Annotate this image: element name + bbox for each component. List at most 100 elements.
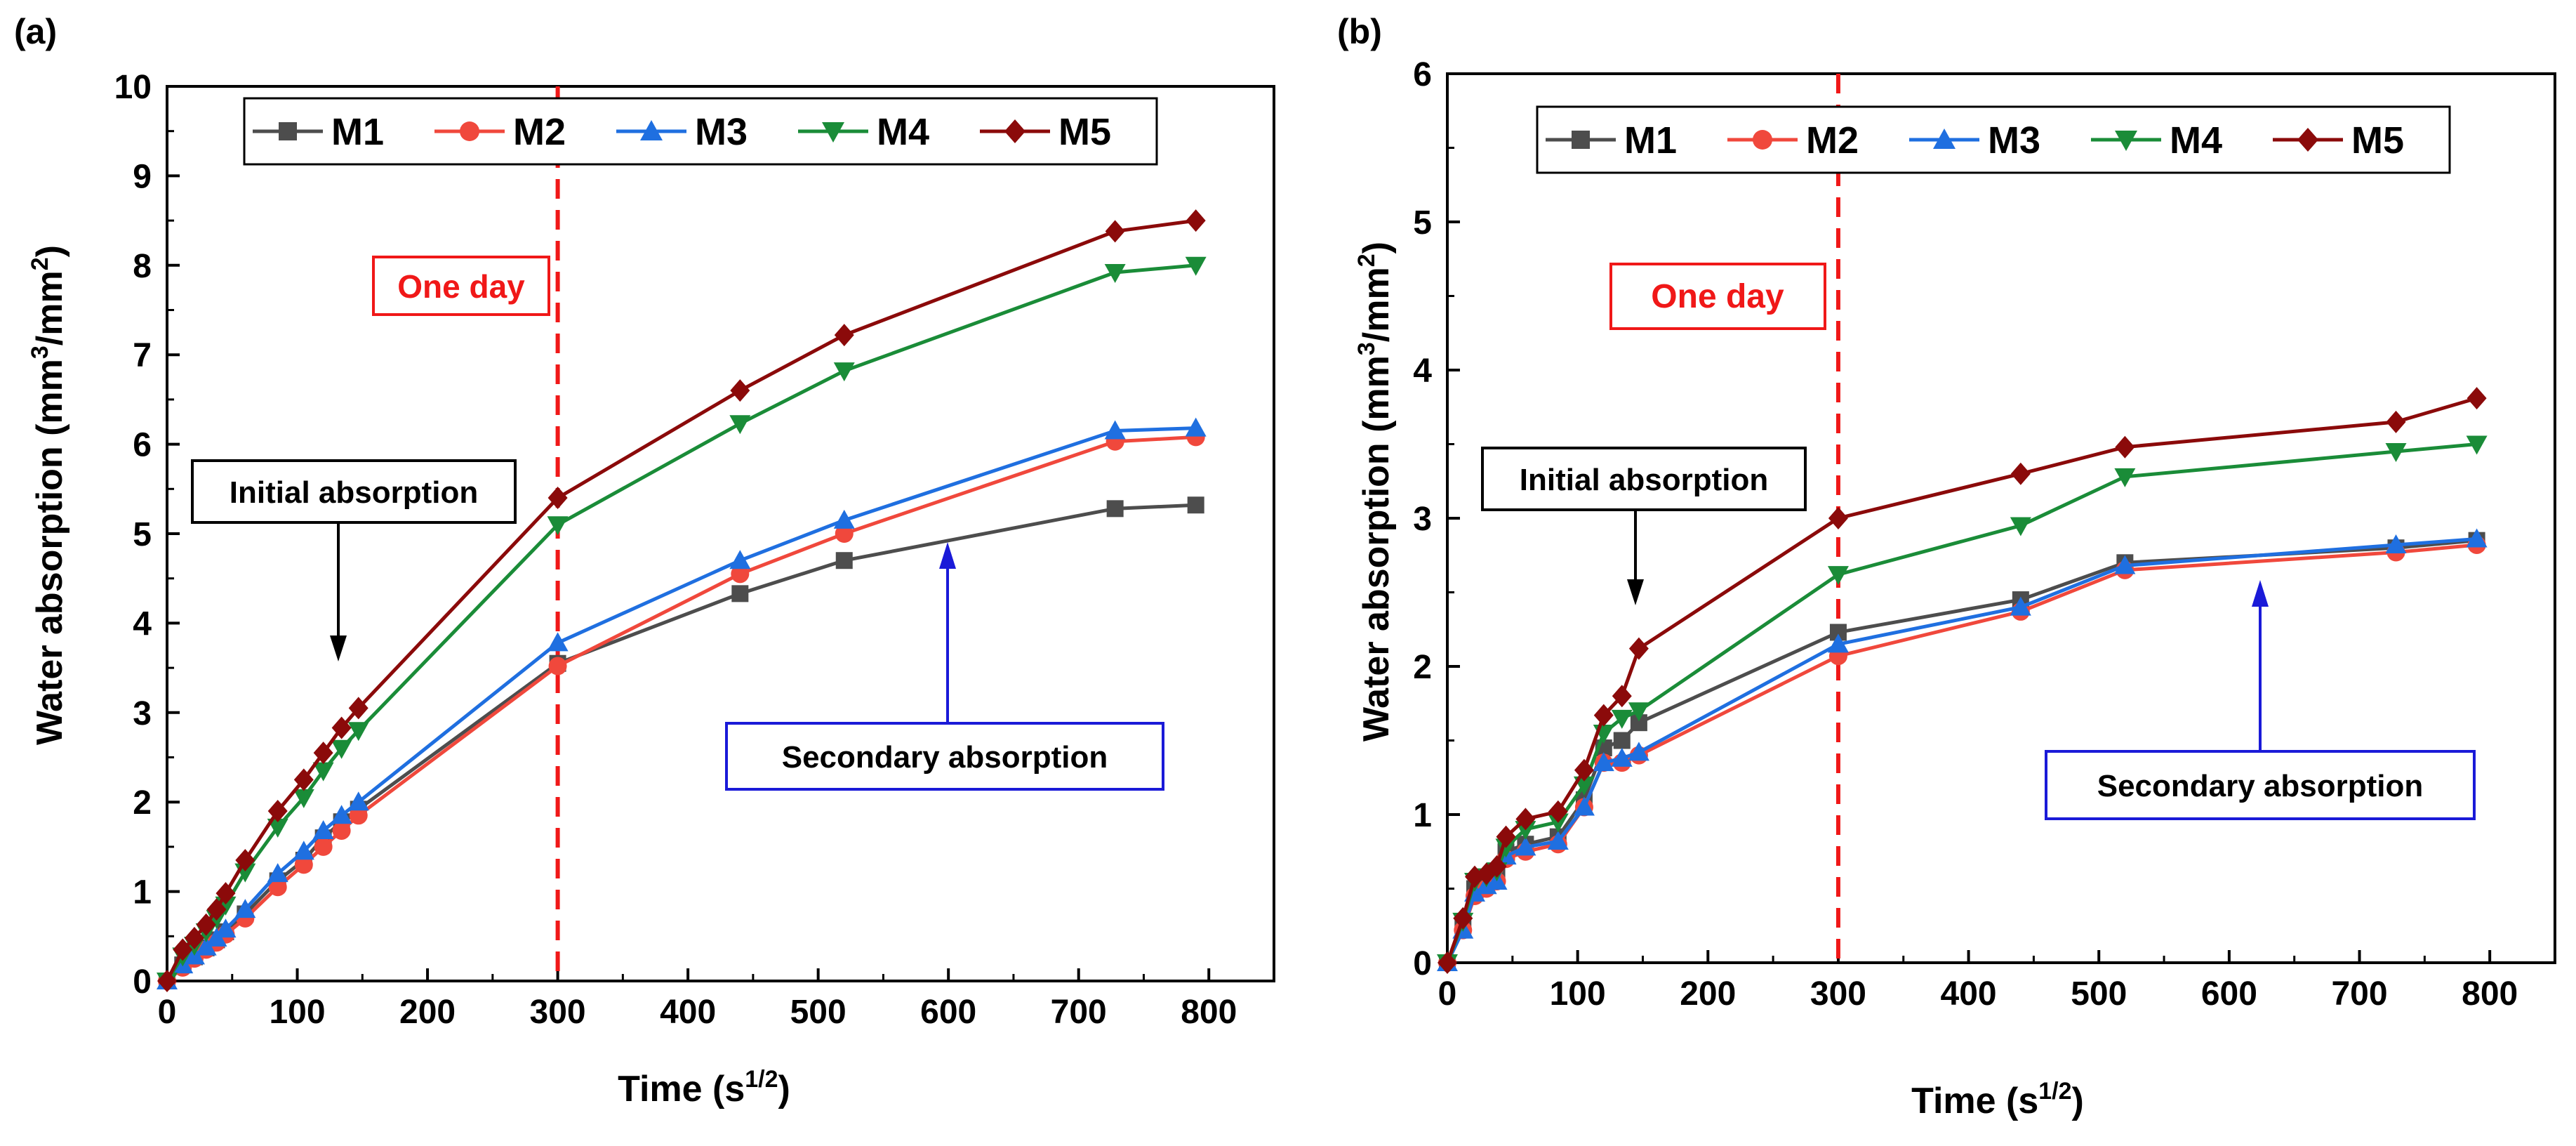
data-point-m4 <box>1628 702 1649 722</box>
initial-arrow-head <box>1627 579 1644 605</box>
data-point-m5 <box>331 716 352 739</box>
panel-b: (b) 0 100 200 300 400 500 600 700 800 0 1 2 3 4 5 6 On… <box>1337 12 2556 1121</box>
data-point-m3 <box>2466 528 2488 548</box>
x-axis-title: Time (s1/2) <box>1911 1078 2084 1121</box>
y-tick-label: 5 <box>1413 204 1432 242</box>
data-point-m4 <box>2385 443 2407 463</box>
y-tick-label: 9 <box>133 158 152 195</box>
data-point-m4 <box>293 789 314 808</box>
data-point-m3 <box>1185 417 1207 437</box>
x-tick-label: 800 <box>2462 975 2518 1013</box>
data-point-m4 <box>312 762 334 782</box>
x-axis-title: Time (s1/2) <box>618 1066 790 1109</box>
x-tick-label: 0 <box>158 994 177 1031</box>
panel-a: (a) 0 100 200 300 400 500 600 700 800 0 1 2 3 4 5 6 7 8 9… <box>14 12 1275 1109</box>
data-point-m3 <box>195 936 217 956</box>
x-tick-label: 700 <box>2331 975 2387 1013</box>
series-group <box>1437 387 2488 974</box>
legend-marker <box>460 121 479 141</box>
secondary-absorption-label: Secondary absorption <box>782 740 1108 775</box>
data-point-m3 <box>347 791 369 811</box>
data-point-m1 <box>731 585 749 602</box>
data-point-m2 <box>349 806 368 825</box>
initial-arrow-head <box>330 635 347 661</box>
initial-absorption-label: Initial absorption <box>230 475 478 510</box>
data-point-m5 <box>215 882 236 905</box>
data-point-m5 <box>547 487 568 510</box>
x-tick-label: 500 <box>2071 975 2127 1013</box>
data-point-m3 <box>833 509 855 529</box>
data-point-m2 <box>294 855 313 874</box>
x-tick-label: 100 <box>269 994 325 1031</box>
data-point-m5 <box>1438 951 1457 974</box>
y-tick-label: 10 <box>114 69 152 106</box>
y-tick-label: 1 <box>1413 797 1432 834</box>
legend-label-m3: M3 <box>1988 119 2040 162</box>
data-point-m5 <box>313 742 333 765</box>
plot-frame <box>1446 72 2556 964</box>
data-point-m5 <box>1496 825 1516 848</box>
legend-marker <box>279 122 297 140</box>
data-point-m3 <box>2010 596 2031 616</box>
data-point-m5 <box>1628 637 1649 660</box>
data-point-m5 <box>184 926 204 949</box>
data-point-m5 <box>157 970 177 992</box>
x-tick-label: 600 <box>920 994 976 1031</box>
data-point-m5 <box>730 379 750 402</box>
data-point-m3 <box>1547 830 1569 850</box>
initial-absorption-box <box>1481 447 1807 511</box>
legend-marker <box>2297 128 2318 152</box>
legend-label-m3: M3 <box>695 111 748 153</box>
legend-label-m5: M5 <box>1058 111 1111 153</box>
y-tick-label: 1 <box>133 874 152 911</box>
data-point-m2 <box>835 525 854 543</box>
data-point-m5 <box>348 697 369 720</box>
x-tick-label: 500 <box>790 994 847 1031</box>
panel-label: (a) <box>14 12 57 51</box>
data-point-m3 <box>2114 555 2136 574</box>
data-point-m4 <box>1104 263 1126 283</box>
legend-label-m2: M2 <box>513 111 566 153</box>
data-point-m3 <box>2385 534 2407 553</box>
data-point-m5 <box>1574 758 1594 782</box>
y-tick-label: 8 <box>133 248 152 285</box>
secondary-absorption-box <box>2045 750 2476 820</box>
legend-marker <box>1004 119 1025 143</box>
data-point-m3 <box>293 841 314 860</box>
data-point-m3 <box>1515 836 1536 856</box>
data-point-m5 <box>1828 507 1848 529</box>
secondary-arrow-head <box>939 542 956 569</box>
data-point-m5 <box>1515 808 1536 831</box>
data-point-m4 <box>2466 435 2488 455</box>
initial-absorption-box <box>191 459 517 524</box>
y-tick-label: 5 <box>133 516 152 553</box>
data-point-m3 <box>1628 742 1649 761</box>
panel-label: (b) <box>1337 12 1382 51</box>
one-day-label: One day <box>397 268 525 305</box>
legend-marker <box>822 122 844 143</box>
data-point-m5 <box>235 849 255 872</box>
x-tick-labels: 0 100 200 300 400 500 600 700 800 <box>1438 975 2518 1013</box>
x-tick-label: 100 <box>1550 975 1606 1013</box>
data-point-m4 <box>547 516 569 536</box>
legend-marker <box>2115 131 2137 151</box>
legend: M1 M2 M3 M4 M5 <box>1546 119 2404 162</box>
series-group <box>157 209 1207 992</box>
x-tick-label: 400 <box>660 994 716 1031</box>
y-tick-label: 7 <box>133 337 152 374</box>
data-point-m3 <box>215 918 237 938</box>
legend-label-m2: M2 <box>1806 119 1859 162</box>
data-point-m4 <box>331 739 352 759</box>
data-point-m4 <box>729 415 751 435</box>
plot-frame <box>166 85 1275 982</box>
data-point-m3 <box>547 632 569 652</box>
x-tick-label: 200 <box>1680 975 1736 1013</box>
y-tick-label: 4 <box>133 605 152 643</box>
y-tick-label: 3 <box>1413 501 1432 538</box>
data-point-m5 <box>1612 685 1632 708</box>
data-point-m2 <box>548 657 567 676</box>
data-point-m4 <box>1827 566 1849 586</box>
y-axis-title: Water absorption (mm3/mm2) <box>1353 242 1397 742</box>
x-tick-label: 300 <box>1810 975 1866 1013</box>
